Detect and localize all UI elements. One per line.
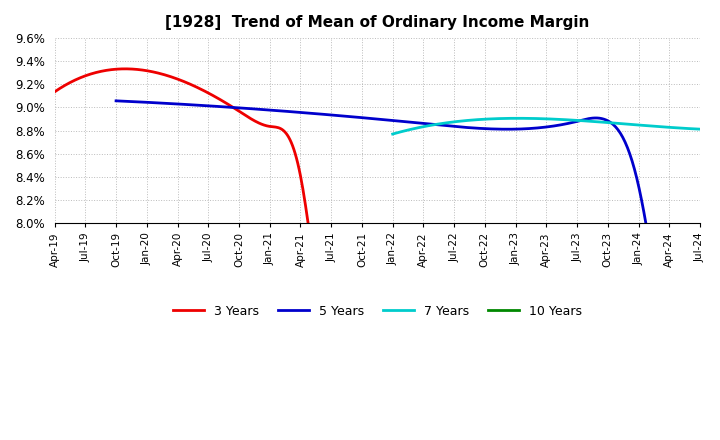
Line: 3 Years: 3 Years <box>55 69 700 440</box>
3 Years <box>696 374 704 379</box>
3 Years <box>683 353 691 358</box>
7 Years <box>537 116 546 121</box>
Line: 7 Years: 7 Years <box>392 118 700 134</box>
7 Years <box>388 132 397 137</box>
5 Years <box>696 384 704 389</box>
5 Years <box>389 118 397 123</box>
7 Years <box>641 123 649 128</box>
5 Years <box>112 98 120 103</box>
3 Years <box>50 89 59 95</box>
3 Years <box>358 399 366 404</box>
5 Years <box>459 125 468 130</box>
7 Years <box>535 116 544 121</box>
5 Years <box>392 118 401 124</box>
7 Years <box>689 126 698 132</box>
Legend: 3 Years, 5 Years, 7 Years, 10 Years: 3 Years, 5 Years, 7 Years, 10 Years <box>168 300 587 323</box>
7 Years <box>696 127 704 132</box>
7 Years <box>572 117 580 123</box>
3 Years <box>362 395 371 400</box>
5 Years <box>428 122 436 127</box>
Line: 5 Years: 5 Years <box>116 101 700 416</box>
3 Years <box>122 66 130 71</box>
3 Years <box>401 380 410 385</box>
7 Years <box>555 117 564 122</box>
Title: [1928]  Trend of Mean of Ordinary Income Margin: [1928] Trend of Mean of Ordinary Income … <box>165 15 590 30</box>
5 Years <box>590 115 599 121</box>
7 Years <box>514 116 523 121</box>
5 Years <box>682 413 690 418</box>
3 Years <box>436 374 444 380</box>
5 Years <box>684 414 693 419</box>
